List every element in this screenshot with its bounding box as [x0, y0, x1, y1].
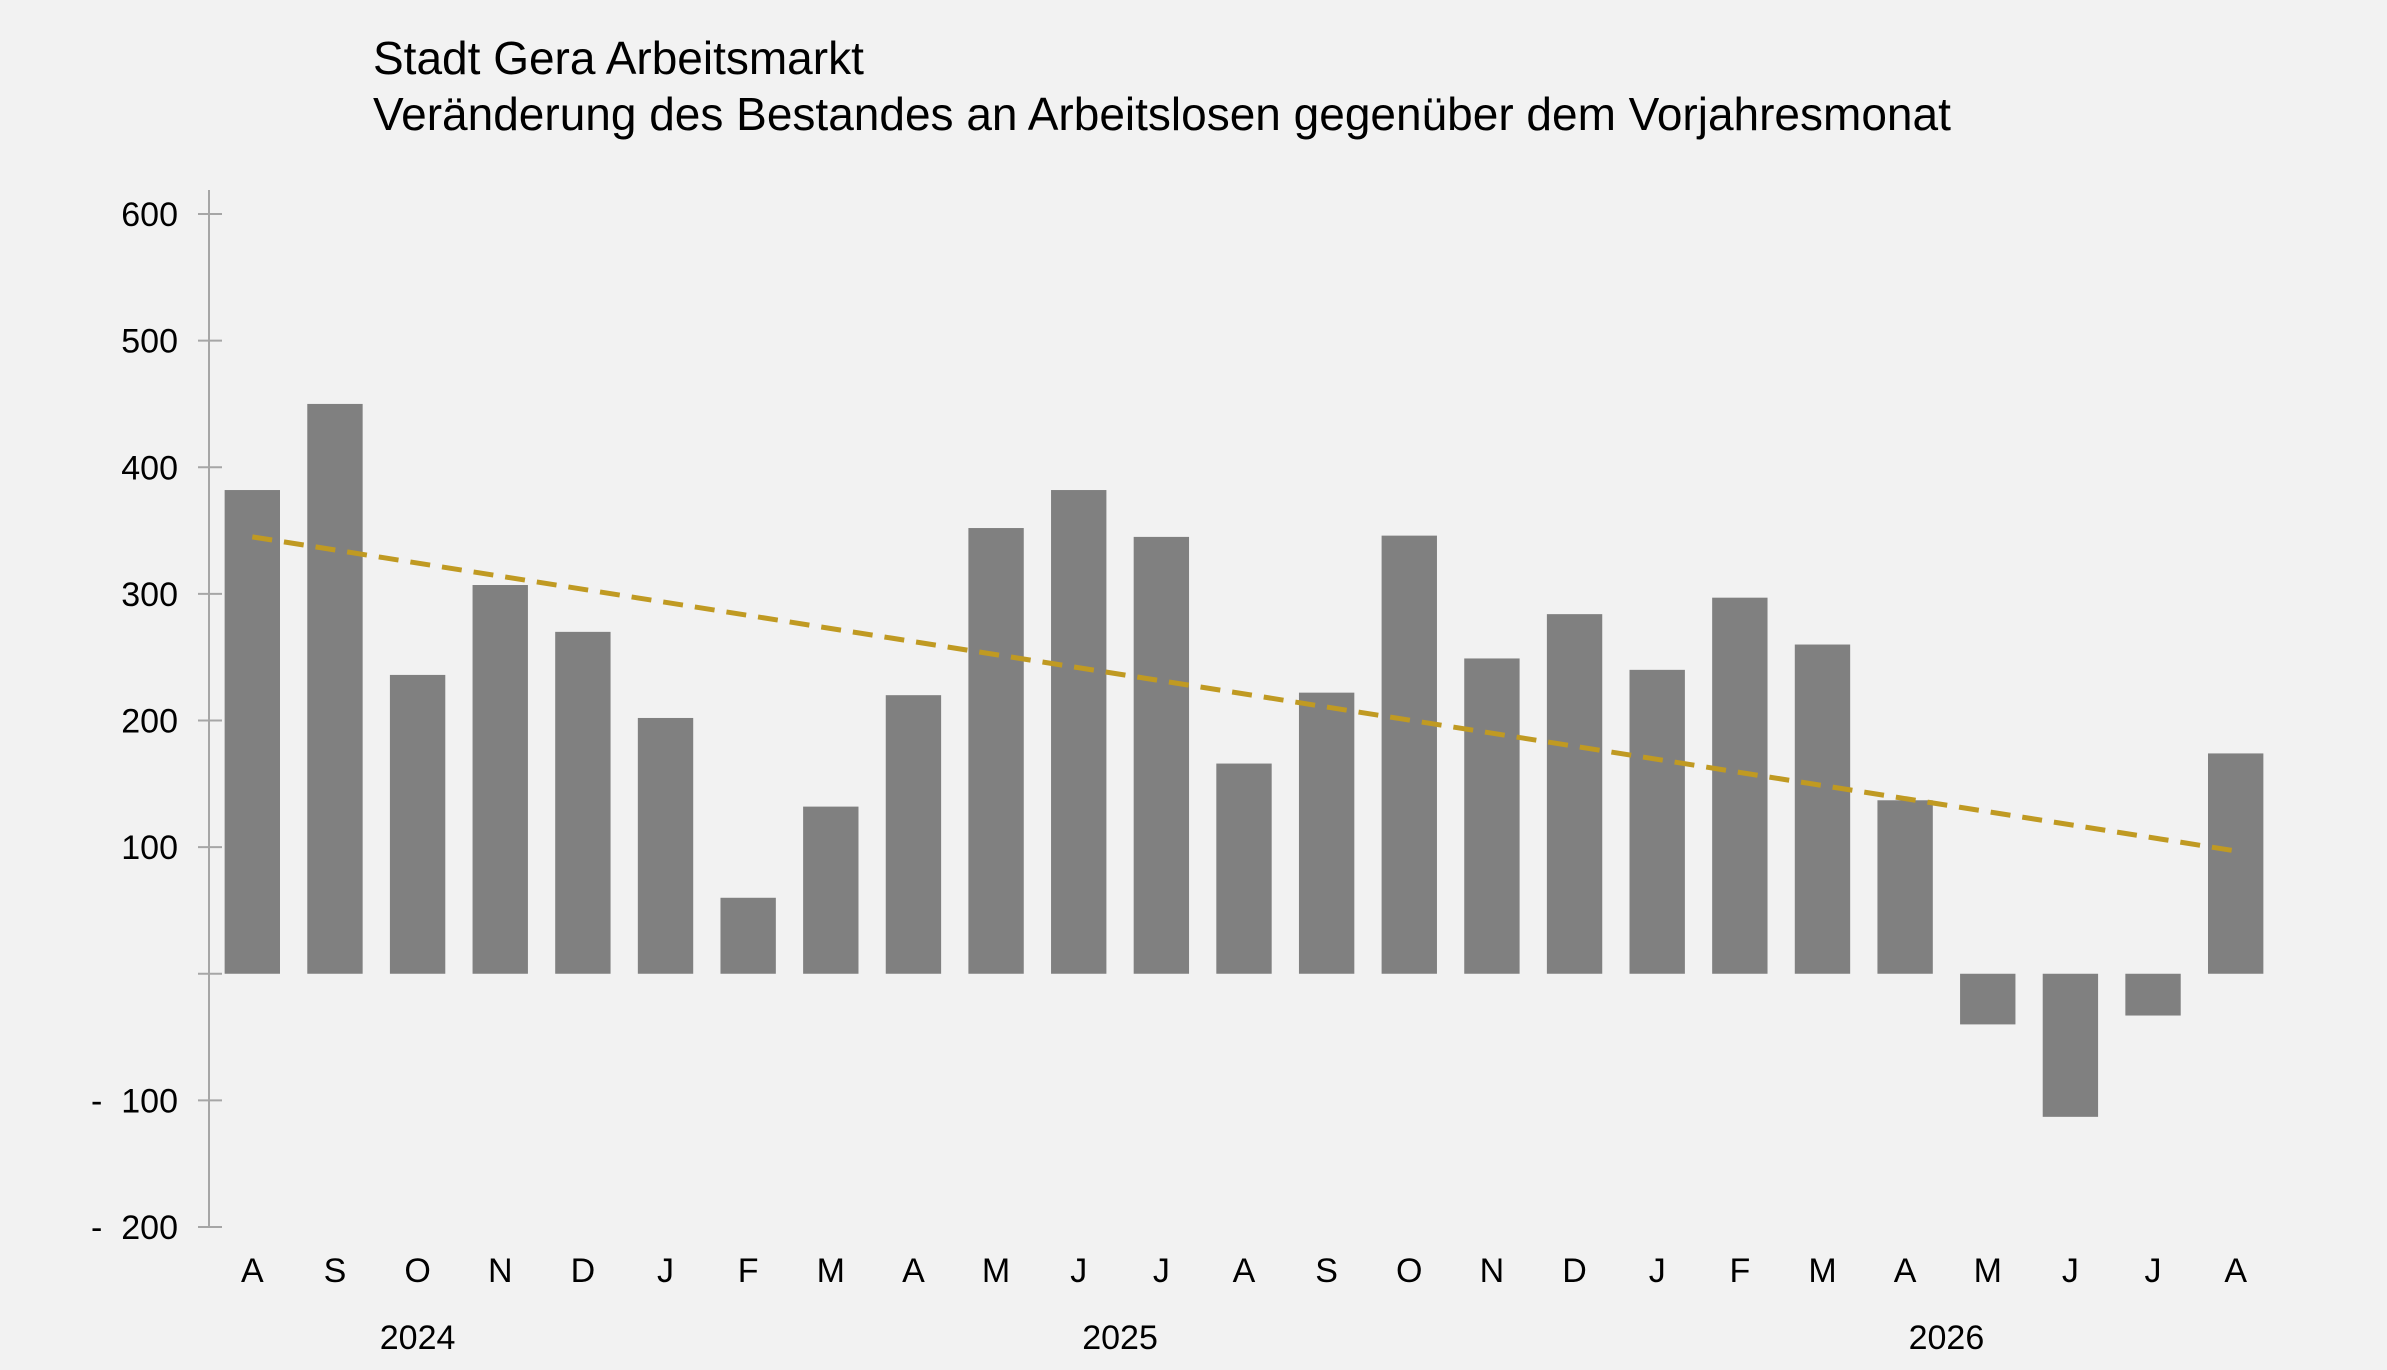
bar: [1877, 800, 1933, 974]
y-tick-label: 100: [121, 829, 178, 867]
x-tick-label: O: [1396, 1252, 1422, 1290]
x-tick-label: F: [738, 1252, 759, 1290]
bar: [1794, 644, 1851, 974]
bar: [1546, 614, 1603, 974]
x-tick-label: O: [404, 1252, 430, 1290]
x-tick-label: M: [817, 1252, 845, 1290]
bar: [1381, 535, 1437, 974]
x-tick-label: N: [1480, 1252, 1505, 1290]
x-tick-label: J: [1649, 1252, 1666, 1290]
y-tick-label: - 100: [91, 1082, 178, 1120]
x-tick-label: J: [2145, 1252, 2162, 1290]
x-tick-label: J: [2062, 1252, 2079, 1290]
bar: [803, 806, 859, 974]
year-labels: 2024 2025 2026: [380, 1319, 1984, 1357]
x-tick-label: M: [982, 1252, 1010, 1290]
y-tick-label: - 200: [91, 1209, 178, 1247]
bar: [472, 585, 528, 974]
x-tick-label: F: [1729, 1252, 1750, 1290]
y-tick-label: 600: [121, 196, 178, 234]
x-tick-label: D: [571, 1252, 596, 1290]
bar: [2125, 973, 2181, 1016]
y-tick-labels: 600 500 400 300 200 100 - 100 - 200: [91, 196, 178, 1247]
bar: [224, 490, 281, 974]
x-tick-label: A: [1233, 1252, 1256, 1290]
x-tick-label: A: [1894, 1252, 1917, 1290]
x-tick-label: J: [1070, 1252, 1087, 1290]
x-tick-label: J: [1153, 1252, 1170, 1290]
x-tick-label: A: [2224, 1252, 2247, 1290]
chart-title: Stadt Gera Arbeitsmarkt: [373, 32, 864, 84]
chart-subtitle: Veränderung des Bestandes an Arbeitslose…: [373, 88, 1951, 140]
x-tick-label: D: [1562, 1252, 1587, 1290]
x-tick-label: J: [657, 1252, 674, 1290]
bar: [720, 897, 776, 974]
bar: [1629, 669, 1685, 974]
bar: [555, 631, 611, 974]
x-tick-label: N: [488, 1252, 513, 1290]
bar: [1960, 973, 2016, 1025]
chart-title-block: Stadt Gera Arbeitsmarkt Veränderung des …: [373, 30, 1951, 142]
y-tick-label: 200: [121, 703, 178, 741]
bar: [1133, 536, 1190, 974]
year-label: 2024: [380, 1319, 456, 1357]
bar: [1216, 763, 1272, 974]
x-tick-label: S: [1315, 1252, 1338, 1290]
bar: [2207, 753, 2264, 974]
bar: [307, 403, 363, 974]
x-tick-label: M: [1808, 1252, 1836, 1290]
bar: [968, 528, 1024, 974]
bar: [637, 717, 694, 974]
y-tick-label: 300: [121, 576, 178, 614]
bar: [2042, 973, 2099, 1117]
bar-group: [224, 403, 2264, 1117]
trendline: [251, 534, 2237, 854]
x-tick-label: A: [241, 1252, 264, 1290]
bar: [885, 695, 942, 974]
bar: [1712, 597, 1768, 974]
y-tick-label: 400: [121, 449, 178, 487]
x-tick-label: A: [902, 1252, 925, 1290]
bar: [1464, 658, 1520, 974]
year-label: 2026: [1909, 1319, 1985, 1357]
bar: [1298, 692, 1355, 974]
bar: [389, 674, 446, 974]
y-tick-label: 500: [121, 323, 178, 361]
x-tick-label: M: [1974, 1252, 2002, 1290]
bar: [1051, 490, 1107, 974]
year-label: 2025: [1082, 1319, 1158, 1357]
x-tick-label: S: [324, 1252, 347, 1290]
chart-axes: [198, 190, 222, 1228]
trendline-group: [251, 534, 2237, 854]
